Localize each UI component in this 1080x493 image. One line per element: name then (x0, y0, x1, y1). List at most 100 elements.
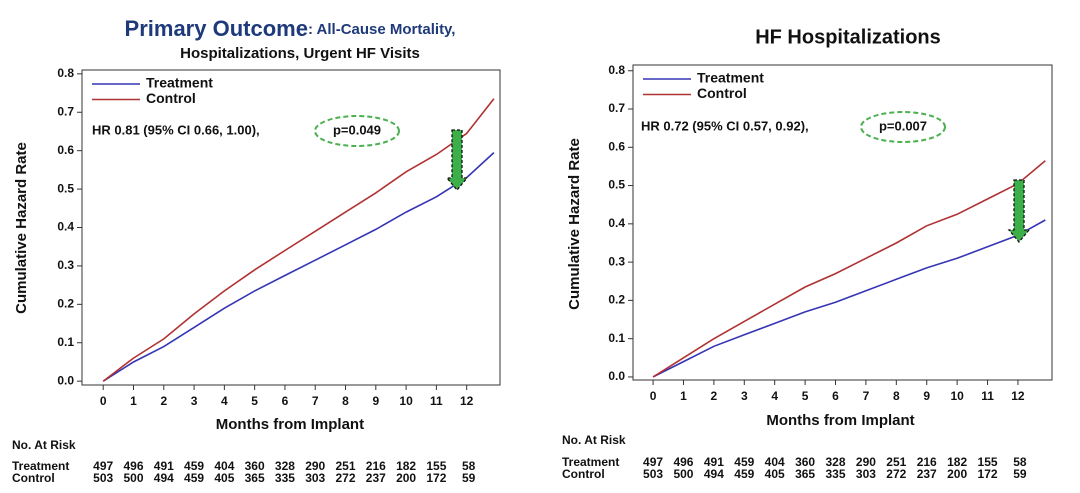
risk-value: 494 (154, 471, 174, 485)
risk-title: No. At Risk (562, 433, 626, 447)
x-tick-label: 6 (832, 389, 839, 403)
chart-title: Primary Outcome: All-Cause Mortality, (125, 16, 456, 41)
y-tick-label: 0.0 (608, 369, 625, 383)
risk-value: 494 (704, 467, 724, 481)
chart-title: HF Hospitalizations (755, 26, 941, 48)
x-tick-label: 0 (100, 394, 107, 408)
risk-value: 251 (336, 459, 356, 473)
series-line (102, 152, 495, 382)
risk-value: 172 (426, 471, 446, 485)
series-line (102, 98, 495, 382)
annotation-hr: HR 0.81 (95% CI 0.66, 1.00), (92, 122, 260, 137)
plot-frame (632, 64, 1053, 381)
subtitle: Hospitalizations, Urgent HF Visits (180, 45, 420, 62)
x-tick-label: 3 (741, 389, 748, 403)
risk-value: 503 (643, 467, 663, 481)
risk-value: 497 (93, 459, 113, 473)
x-tick-label: 8 (342, 394, 349, 408)
x-tick-label: 5 (251, 394, 258, 408)
p-highlight (314, 115, 400, 147)
risk-row-name: Treatment (12, 459, 69, 473)
x-tick-label: 1 (130, 394, 137, 408)
risk-value: 405 (765, 467, 785, 481)
y-tick-label: 0.2 (608, 293, 625, 307)
risk-value: 459 (184, 471, 204, 485)
risk-value: 500 (673, 467, 693, 481)
x-tick-label: 10 (950, 389, 964, 403)
risk-value: 365 (795, 467, 815, 481)
y-axis-label: Cumulative Hazard Rate (13, 142, 30, 314)
y-tick-label: 0.3 (608, 254, 625, 268)
risk-value: 405 (214, 471, 234, 485)
x-tick-label: 7 (863, 389, 870, 403)
series-line (652, 160, 1046, 378)
risk-value: 182 (947, 455, 967, 469)
title-main: Primary Outcome (125, 16, 308, 41)
risk-row-name: Control (12, 471, 55, 485)
y-axis-label: Cumulative Hazard Rate (566, 138, 583, 310)
x-tick-label: 2 (711, 389, 718, 403)
risk-value: 272 (336, 471, 356, 485)
y-tick-label: 0.8 (57, 66, 74, 80)
annotation-p: p=0.007 (879, 118, 927, 133)
risk-value: 155 (426, 459, 446, 473)
risk-value: 335 (825, 467, 845, 481)
y-tick-label: 0.4 (57, 220, 74, 234)
y-tick-label: 0.5 (608, 178, 625, 192)
risk-value: 59 (1013, 467, 1027, 481)
risk-value: 459 (184, 459, 204, 473)
risk-value: 491 (154, 459, 174, 473)
risk-value: 237 (917, 467, 937, 481)
risk-value: 155 (978, 455, 998, 469)
arrow (445, 129, 469, 192)
risk-value: 251 (886, 455, 906, 469)
annotation-hr: HR 0.72 (95% CI 0.57, 0.92), (641, 118, 809, 133)
legend-label: Treatment (146, 75, 213, 91)
risk-value: 491 (704, 455, 724, 469)
x-tick-label: 4 (221, 394, 228, 408)
risk-value: 459 (734, 455, 754, 469)
risk-row-name: Treatment (562, 455, 619, 469)
x-tick-label: 6 (282, 394, 289, 408)
risk-value: 272 (886, 467, 906, 481)
x-tick-label: 8 (893, 389, 900, 403)
plot-frame (81, 69, 501, 386)
y-tick-label: 0.4 (608, 216, 625, 230)
risk-value: 365 (245, 471, 265, 485)
risk-value: 237 (366, 471, 386, 485)
y-tick-label: 0.6 (57, 143, 74, 157)
risk-value: 303 (856, 467, 876, 481)
x-tick-label: 10 (399, 394, 413, 408)
x-tick-label: 1 (680, 389, 687, 403)
risk-row-name: Control (562, 467, 605, 481)
y-tick-label: 0.0 (57, 373, 74, 387)
series-line (652, 219, 1046, 378)
x-tick-label: 12 (1011, 389, 1025, 403)
risk-value: 496 (673, 455, 693, 469)
x-tick-label: 5 (802, 389, 809, 403)
risk-value: 360 (795, 455, 815, 469)
y-tick-label: 0.8 (608, 63, 625, 77)
y-tick-label: 0.1 (57, 335, 74, 349)
x-tick-label: 9 (923, 389, 930, 403)
risk-value: 335 (275, 471, 295, 485)
y-tick-label: 0.1 (608, 331, 625, 345)
legend-label: Control (697, 85, 747, 101)
x-tick-label: 12 (460, 394, 474, 408)
risk-value: 216 (917, 455, 937, 469)
risk-value: 503 (93, 471, 113, 485)
risk-value: 182 (396, 459, 416, 473)
risk-value: 290 (856, 455, 876, 469)
risk-value: 328 (825, 455, 845, 469)
x-tick-label: 11 (981, 389, 994, 403)
y-tick-label: 0.7 (57, 104, 74, 118)
x-tick-label: 3 (191, 394, 198, 408)
legend-label: Treatment (697, 70, 764, 86)
risk-value: 404 (214, 459, 234, 473)
risk-value: 496 (123, 459, 143, 473)
risk-value: 172 (978, 467, 998, 481)
subtitle: : All-Cause Mortality, (308, 21, 456, 38)
y-tick-label: 0.5 (57, 181, 74, 195)
x-tick-label: 4 (771, 389, 778, 403)
risk-value: 360 (245, 459, 265, 473)
